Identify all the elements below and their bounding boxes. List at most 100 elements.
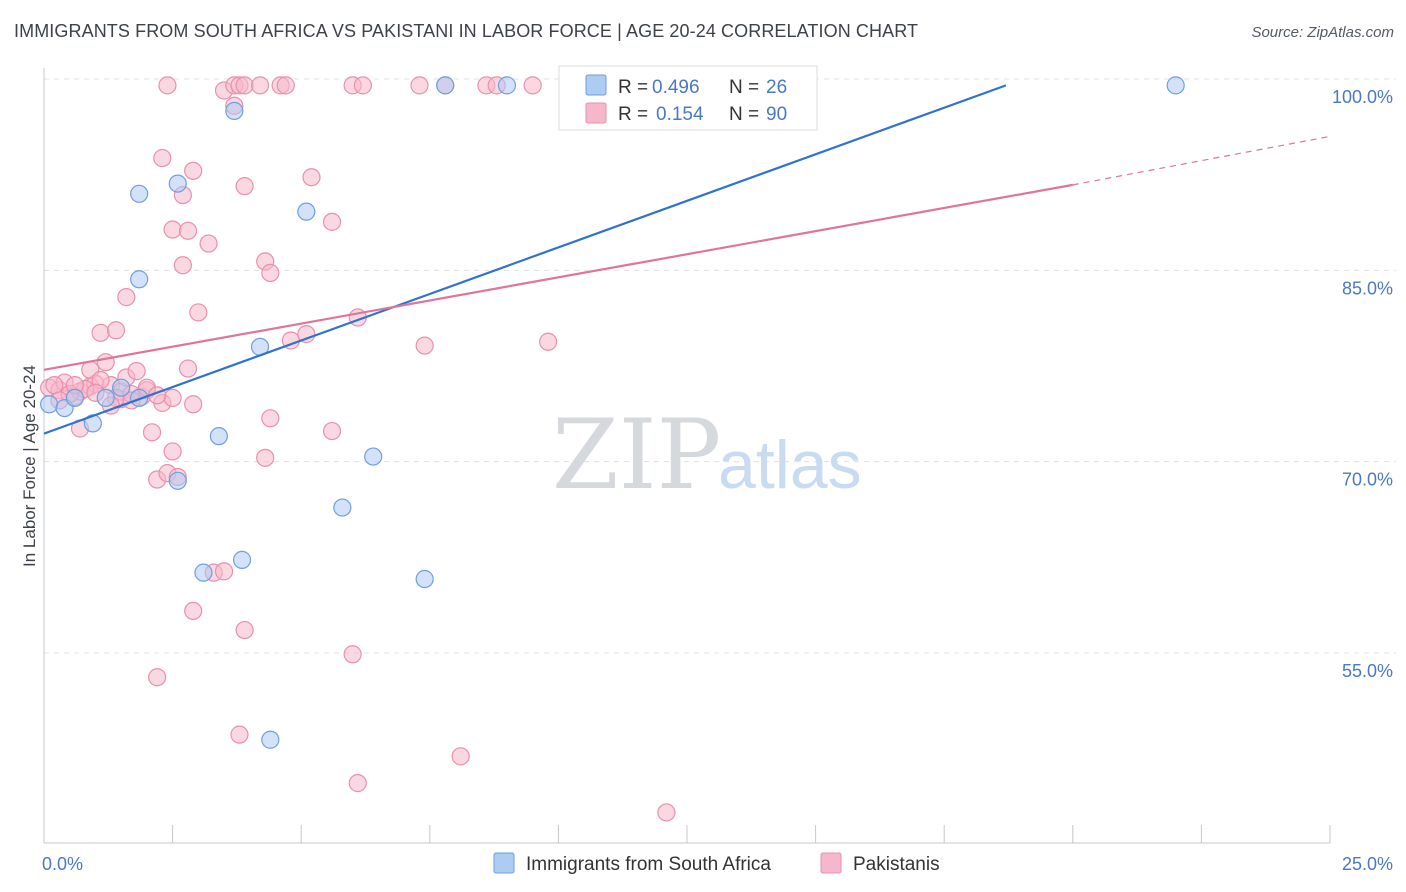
pink-point-48 — [348, 774, 367, 793]
blue-point-22 — [497, 76, 517, 95]
pink-point-69 — [158, 76, 177, 95]
axes — [43, 68, 1331, 844]
series-south-africa — [40, 76, 1185, 749]
pink-point-59 — [199, 234, 218, 253]
blue-point-16 — [232, 550, 252, 569]
pink-point-52 — [657, 803, 676, 822]
trend-line-pakistanis-extension — [1072, 135, 1331, 186]
pink-point-82 — [523, 76, 542, 95]
pink-point-68 — [163, 388, 182, 407]
pink-point-60 — [235, 177, 254, 196]
blue-point-9 — [168, 174, 187, 193]
series-legend-swatch-pink — [820, 852, 842, 874]
blue-point-5 — [112, 378, 131, 397]
y-axis-label: In Labor Force | Age 20-24 — [20, 365, 39, 567]
blue-point-4 — [96, 388, 115, 407]
pink-point-64 — [261, 263, 280, 282]
pink-point-58 — [184, 161, 203, 180]
blue-point-17 — [333, 498, 352, 517]
pink-point-66 — [322, 212, 342, 231]
pink-point-33 — [184, 395, 203, 414]
pink-point-73 — [250, 76, 270, 95]
series-legend-label-south-africa: Immigrants from South Africa — [526, 854, 771, 875]
pink-point-67 — [178, 359, 198, 378]
source-label: Source: ZipAtlas.com — [1251, 24, 1394, 41]
pink-point-53 — [153, 148, 172, 168]
pink-point-34 — [189, 303, 208, 322]
blue-point-7 — [130, 184, 149, 203]
y-tick-label-1: 70.0% — [1342, 470, 1393, 490]
series-legend-swatch-blue — [493, 852, 515, 874]
pink-point-44 — [297, 325, 316, 344]
pink-point-28 — [127, 362, 146, 381]
trend-lines — [43, 84, 1331, 435]
series-legend-label-pakistanis: Pakistanis — [853, 854, 940, 875]
blue-point-12 — [297, 202, 316, 221]
blue-point-20 — [261, 730, 280, 749]
blue-point-2 — [65, 388, 84, 407]
y-tick-label-2: 85.0% — [1342, 278, 1393, 298]
x-tick-label-1: 25.0% — [1342, 854, 1393, 874]
watermark-zip: ZIP — [552, 399, 721, 511]
pink-point-54 — [163, 220, 182, 239]
x-tick-label-0: 0.0% — [42, 854, 83, 874]
pink-point-22 — [91, 323, 110, 342]
pink-point-56 — [173, 256, 192, 275]
blue-point-21 — [436, 76, 455, 95]
pink-point-24 — [117, 288, 136, 307]
y-tick-label-0: 55.0% — [1342, 661, 1393, 681]
legend-n-label-blue: N = — [729, 77, 759, 98]
legend-r-value-blue: 0.496 — [652, 77, 700, 98]
legend-n-label-pink: N = — [729, 104, 759, 125]
pink-point-23 — [106, 321, 126, 340]
pink-point-47 — [343, 645, 362, 664]
legend-r-label-blue: R = — [618, 77, 648, 98]
blue-point-13 — [168, 471, 187, 490]
blue-point-25 — [1166, 76, 1185, 95]
stats-legend: R = 0.496 N = 26 R = 0.154 N = 90 — [558, 65, 818, 131]
pink-point-40 — [230, 725, 249, 744]
blue-point-15 — [194, 563, 213, 582]
legend-n-value-blue: 26 — [766, 77, 787, 98]
pink-point-26 — [163, 442, 182, 461]
pink-point-37 — [184, 601, 203, 621]
pink-point-77 — [353, 76, 373, 95]
pink-point-39 — [148, 668, 167, 687]
trend-line-south-africa — [43, 84, 1007, 435]
pink-point-51 — [539, 332, 558, 351]
blue-point-0 — [40, 395, 59, 414]
pink-point-49 — [415, 336, 434, 355]
pink-point-42 — [261, 409, 280, 428]
pink-point-78 — [410, 76, 429, 95]
y-tick-labels: 55.0% 70.0% 85.0% 100.0% — [1332, 87, 1393, 681]
blue-point-10 — [225, 101, 244, 120]
x-tick-labels: 0.0% 25.0% — [42, 854, 1393, 874]
chart-title: IMMIGRANTS FROM SOUTH AFRICA VS PAKISTAN… — [14, 21, 919, 41]
legend-swatch-pink — [585, 102, 607, 124]
pink-point-72 — [235, 76, 254, 95]
blue-point-19 — [415, 569, 434, 589]
legend-r-label-pink: R = — [618, 104, 648, 125]
pink-point-38 — [235, 620, 254, 640]
legend-r-value-pink: 0.154 — [656, 104, 704, 125]
watermark-atlas: atlas — [718, 427, 862, 503]
pink-point-65 — [302, 168, 321, 187]
pink-point-25 — [142, 423, 162, 442]
blue-point-8 — [130, 270, 149, 289]
pink-point-8 — [96, 353, 115, 372]
y-tick-label-3: 100.0% — [1332, 87, 1393, 107]
watermark: ZIP atlas — [552, 399, 862, 511]
blue-point-6 — [130, 388, 149, 407]
trend-line-pakistanis — [43, 183, 1073, 371]
pink-point-41 — [256, 448, 275, 467]
pink-point-50 — [451, 747, 470, 766]
legend-n-value-pink: 90 — [766, 104, 787, 125]
pink-point-36 — [214, 562, 234, 581]
blue-point-14 — [209, 427, 228, 446]
series-legend: Immigrants from South Africa Pakistanis — [493, 852, 940, 875]
pink-point-15 — [45, 376, 64, 395]
legend-swatch-blue — [585, 74, 607, 96]
pink-point-45 — [322, 421, 342, 441]
pink-point-57 — [178, 221, 198, 240]
